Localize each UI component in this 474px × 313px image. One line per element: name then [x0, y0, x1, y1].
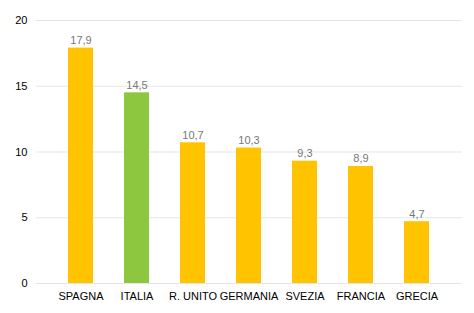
svg-text:10: 10 — [15, 146, 27, 158]
svg-text:10,3: 10,3 — [238, 134, 259, 146]
svg-text:GRECIA: GRECIA — [396, 290, 439, 302]
svg-text:GERMANIA: GERMANIA — [220, 290, 279, 302]
svg-text:SVEZIA: SVEZIA — [285, 290, 325, 302]
svg-text:20: 20 — [15, 14, 27, 26]
svg-text:14,5: 14,5 — [126, 79, 147, 91]
svg-text:SPAGNA: SPAGNA — [58, 290, 104, 302]
svg-text:4,7: 4,7 — [409, 208, 424, 220]
svg-text:R. UNITO: R. UNITO — [169, 290, 218, 302]
svg-text:ITALIA: ITALIA — [121, 290, 154, 302]
svg-text:10,7: 10,7 — [182, 129, 203, 141]
svg-text:FRANCIA: FRANCIA — [337, 290, 386, 302]
svg-text:0: 0 — [21, 277, 27, 289]
svg-text:8,9: 8,9 — [353, 152, 368, 164]
svg-text:15: 15 — [15, 80, 27, 92]
svg-text:9,3: 9,3 — [297, 147, 312, 159]
svg-text:5: 5 — [21, 211, 27, 223]
svg-text:17,9: 17,9 — [70, 34, 91, 46]
